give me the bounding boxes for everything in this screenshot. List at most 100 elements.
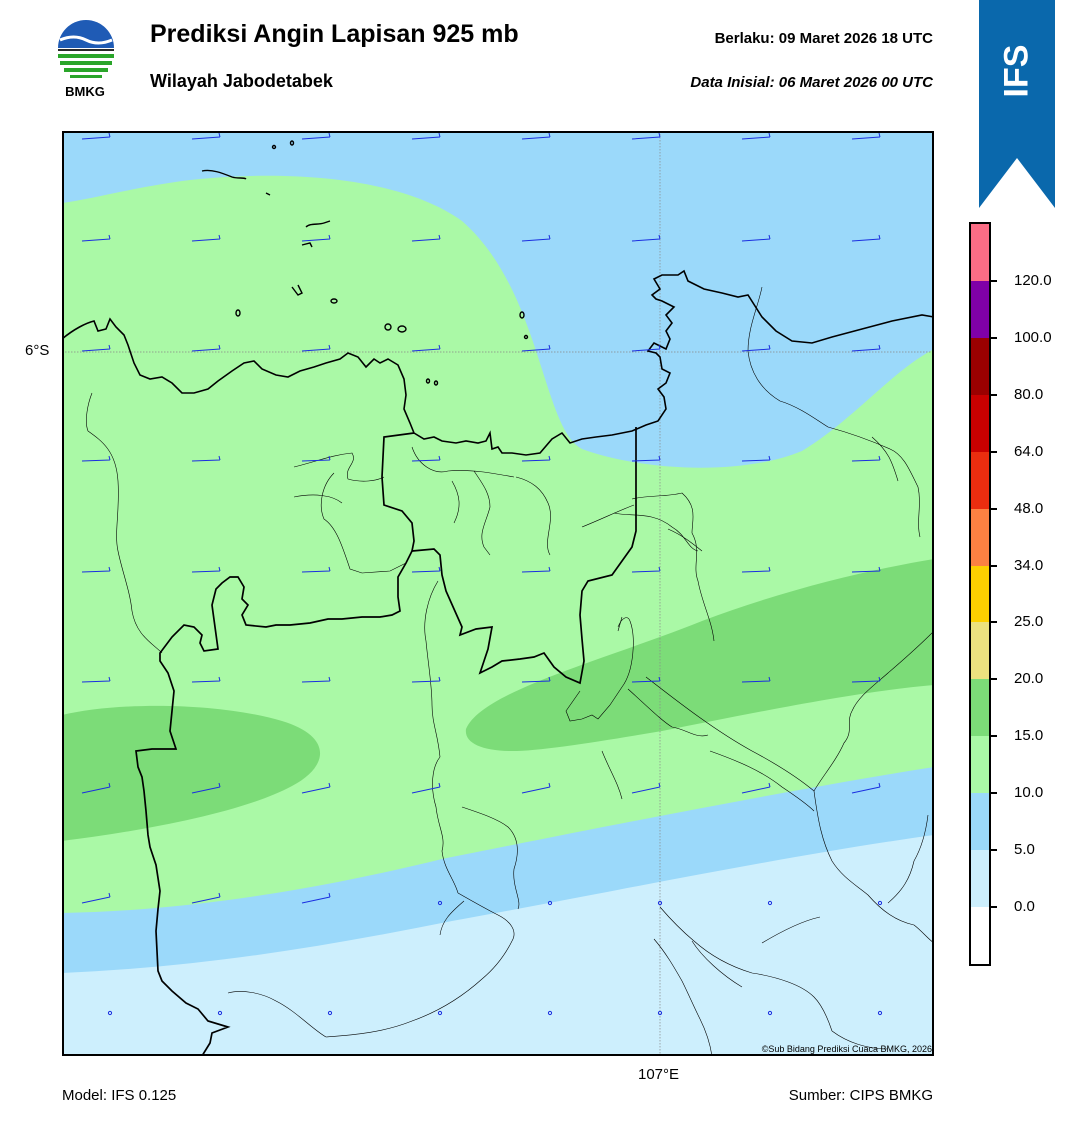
wind-barb xyxy=(741,455,771,462)
map-title: Prediksi Angin Lapisan 925 mb xyxy=(150,20,519,48)
wind-barb xyxy=(741,676,771,683)
wind-barb xyxy=(521,344,551,352)
colorbar-label: 48.0 xyxy=(1014,499,1044,517)
colorbar-label: 100.0 xyxy=(1014,328,1052,346)
colorbar-tick xyxy=(991,735,997,738)
wind-barb xyxy=(437,1010,443,1016)
wind-barb xyxy=(851,344,881,352)
bmkg-logo xyxy=(54,20,118,100)
wind-barb xyxy=(411,455,441,462)
wind-barb xyxy=(877,1010,883,1016)
colorbar-segment xyxy=(971,736,989,794)
wind-barb xyxy=(191,566,221,573)
wind-barb xyxy=(411,566,441,573)
wind-barb xyxy=(851,782,881,794)
colorbar-tick xyxy=(991,279,997,282)
wind-barb xyxy=(191,782,221,794)
wind-barb xyxy=(301,132,331,140)
wind-barb xyxy=(657,900,663,906)
coastline xyxy=(62,269,934,456)
wind-barb xyxy=(411,344,441,352)
wind-barb xyxy=(851,234,881,242)
wind-barb xyxy=(81,782,111,794)
wind-barb xyxy=(301,676,331,683)
wind-barb xyxy=(547,900,553,906)
wind-barb xyxy=(411,676,441,683)
colorbar-segment xyxy=(971,280,989,338)
wind-barb xyxy=(191,132,221,140)
colorbar-label: 25.0 xyxy=(1014,613,1044,631)
wind-barb xyxy=(327,1010,333,1016)
wind-barb xyxy=(191,234,221,242)
wind-barb xyxy=(191,892,221,904)
colorbar-label: 0.0 xyxy=(1014,898,1035,916)
speed-zone-5-10-north xyxy=(62,131,934,468)
wind-barb xyxy=(521,455,551,462)
wind-barb xyxy=(301,455,331,462)
speed-zone-15-20-west xyxy=(62,705,321,841)
colorbar-tick xyxy=(991,393,997,396)
wind-barb xyxy=(741,234,771,242)
colorbar-segment xyxy=(971,622,989,680)
wind-barb xyxy=(301,344,331,352)
colorbar-segment xyxy=(971,224,989,281)
colorbar-tick xyxy=(991,792,997,795)
colorbar-tick xyxy=(991,906,997,909)
colorbar-label: 34.0 xyxy=(1014,556,1044,574)
colorbar xyxy=(969,222,991,966)
wind-barb xyxy=(437,900,443,906)
colorbar-label: 15.0 xyxy=(1014,727,1044,745)
wind-barb xyxy=(107,1010,113,1016)
init-time: Data Inisial: 06 Maret 2026 00 UTC xyxy=(690,74,933,91)
colorbar-segment xyxy=(971,451,989,509)
wind-barb xyxy=(301,782,331,794)
colorbar-segment xyxy=(971,508,989,566)
colorbar-label: 5.0 xyxy=(1014,841,1035,859)
valid-time: Berlaku: 09 Maret 2026 18 UTC xyxy=(714,30,933,47)
wind-barb xyxy=(631,344,661,352)
speed-zone-0-5 xyxy=(62,835,934,1056)
latitude-label: 6°S xyxy=(25,342,50,359)
thousand-islands xyxy=(201,140,529,386)
wind-barb xyxy=(631,782,661,794)
wind-barb xyxy=(411,234,441,242)
colorbar-label: 80.0 xyxy=(1014,385,1044,403)
colorbar-segment xyxy=(971,337,989,395)
regency-borders xyxy=(86,286,934,1056)
wind-barb xyxy=(521,234,551,242)
copyright-note: ©Sub Bidang Prediksi Cuaca BMKG, 2026 xyxy=(761,1044,932,1054)
colorbar-tick xyxy=(991,564,997,567)
colorbar-tick xyxy=(991,678,997,681)
wind-barb xyxy=(877,900,883,906)
logo-text: BMKG xyxy=(65,84,105,99)
wind-barb xyxy=(81,132,111,140)
model-ribbon xyxy=(979,0,1055,208)
colorbar-label: 20.0 xyxy=(1014,670,1044,688)
wind-barb xyxy=(301,566,331,573)
colorbar-segment xyxy=(971,679,989,737)
wind-barb xyxy=(851,455,881,462)
wind-barb xyxy=(741,344,771,352)
wind-barb xyxy=(741,566,771,573)
map-frame xyxy=(62,131,934,1056)
wind-barb xyxy=(851,676,881,683)
wind-barb xyxy=(191,455,221,462)
wind-barb xyxy=(767,900,773,906)
model-badge-label: IFS xyxy=(997,44,1036,98)
colorbar-label: 120.0 xyxy=(1014,271,1052,289)
banten-border xyxy=(135,550,413,1056)
model-info: Model: IFS 0.125 xyxy=(62,1087,177,1104)
wind-barb xyxy=(521,132,551,140)
wind-barb xyxy=(851,566,881,573)
wind-barb xyxy=(657,1010,663,1016)
wind-barb xyxy=(631,566,661,573)
wind-barb xyxy=(217,1010,223,1016)
colorbar-segment xyxy=(971,850,989,908)
wind-barb xyxy=(521,566,551,573)
wind-map xyxy=(62,131,934,1056)
colorbar-tick xyxy=(991,336,997,339)
wind-barb xyxy=(191,676,221,683)
wind-barb xyxy=(81,676,111,683)
wind-barb xyxy=(631,234,661,242)
wind-barb xyxy=(411,132,441,140)
